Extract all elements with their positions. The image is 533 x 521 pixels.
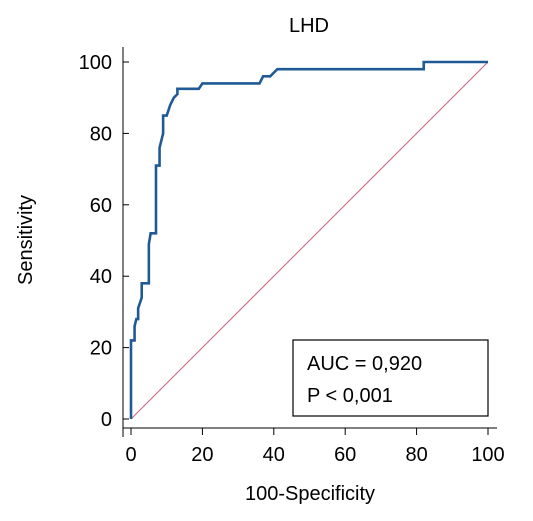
chart-title: LHD: [289, 15, 329, 37]
x-tick-label: 100: [471, 444, 504, 466]
y-tick-label: 80: [90, 123, 112, 145]
x-tick-label: 0: [125, 444, 136, 466]
x-tick-label: 40: [263, 444, 285, 466]
y-tick-label: 100: [79, 52, 112, 74]
reference-diagonal-line: [130, 61, 489, 420]
y-ticks: 0 20 40 60 80 100: [79, 52, 129, 431]
roc-curve-line: [129, 60, 488, 419]
axes: [122, 47, 497, 437]
annotation-frame: [292, 339, 489, 417]
y-tick-label: 40: [90, 266, 112, 288]
y-tick-label: 0: [101, 409, 112, 431]
auc-text: AUC = 0,920: [307, 353, 422, 375]
x-axis-label: 100-Specificity: [245, 483, 375, 505]
p-value-text: P < 0,001: [307, 385, 393, 407]
x-tick-label: 80: [405, 444, 427, 466]
x-tick-label: 60: [334, 444, 356, 466]
x-ticks: 0 20 40 60 80 100: [125, 428, 505, 466]
y-tick-label: 60: [90, 195, 112, 217]
plot-area: [129, 60, 489, 420]
auc-annotation-box: AUC = 0,920 P < 0,001: [292, 339, 489, 417]
x-tick-label: 20: [191, 444, 213, 466]
y-axis-label: Sensitivity: [15, 195, 37, 285]
y-tick-label: 20: [90, 338, 112, 360]
